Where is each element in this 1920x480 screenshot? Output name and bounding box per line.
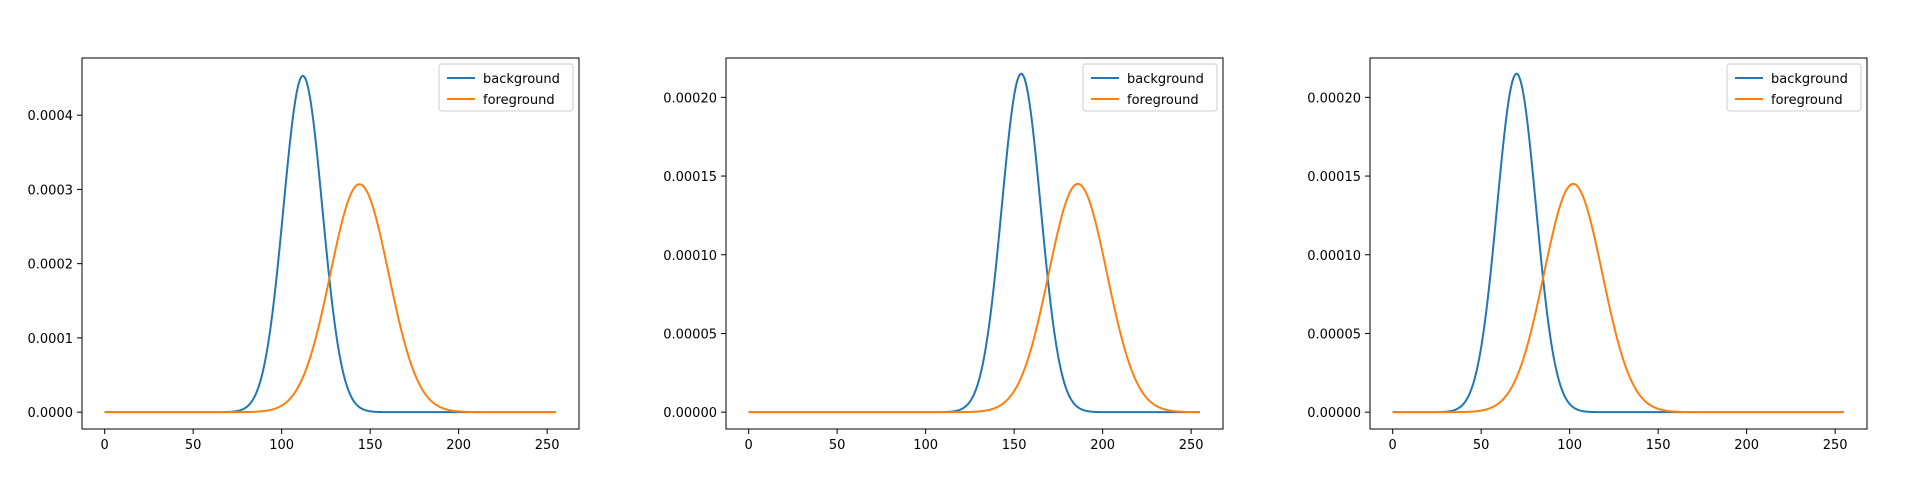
x-tick-label: 50 (185, 438, 202, 453)
x-tick-label: 150 (1002, 438, 1027, 453)
y-tick-label: 0.00005 (1307, 327, 1361, 342)
x-tick-label: 0 (745, 438, 753, 453)
x-tick-label: 200 (446, 438, 471, 453)
x-tick-label: 0 (101, 438, 109, 453)
series-line-background (748, 72, 1200, 414)
x-tick-label: 250 (1179, 438, 1204, 453)
x-tick-label: 250 (1823, 438, 1848, 453)
x-tick-label: 150 (358, 438, 383, 453)
legend: background foreground (438, 63, 574, 112)
legend-label-foreground: foreground (483, 93, 555, 108)
legend-label-background: background (1127, 72, 1204, 87)
y-tick-label: 0.00000 (663, 406, 717, 421)
chart-panel-2: 0 50 100 150 200 250 0.00000 0.00005 0.00010 0.00… (663, 57, 1224, 453)
legend: background foreground (1726, 63, 1862, 112)
y-tick-label: 0.00010 (1307, 249, 1361, 264)
chart-panel-1: 0 50 100 150 200 250 0.0000 0.0001 0.0002 0.0003 0… (28, 57, 580, 453)
series-line-foreground (104, 183, 556, 414)
x-tick-label: 200 (1734, 438, 1759, 453)
series-line-background (1392, 72, 1844, 414)
legend-label-background: background (1771, 72, 1848, 87)
legend-label-background: background (483, 72, 560, 87)
legend-label-foreground: foreground (1127, 93, 1199, 108)
series-line-foreground (748, 182, 1200, 414)
y-tick-label: 0.0001 (28, 332, 74, 347)
legend-label-foreground: foreground (1771, 93, 1843, 108)
x-tick-label: 100 (269, 438, 294, 453)
x-tick-label: 0 (1389, 438, 1397, 453)
y-tick-label: 0.00005 (663, 327, 717, 342)
x-tick-label: 200 (1090, 438, 1115, 453)
x-tick-label: 100 (913, 438, 938, 453)
y-tick-label: 0.0003 (28, 183, 74, 198)
x-tick-label: 100 (1557, 438, 1582, 453)
y-tick-label: 0.00015 (663, 170, 717, 185)
chart-panel-3: 0 50 100 150 200 250 0.00000 0.00005 0.00010 0.00… (1307, 57, 1868, 453)
y-tick-label: 0.00000 (1307, 406, 1361, 421)
x-tick-label: 50 (829, 438, 846, 453)
axes-frame (81, 57, 580, 430)
x-tick-label: 50 (1473, 438, 1490, 453)
y-tick-label: 0.00015 (1307, 170, 1361, 185)
axes-frame (725, 57, 1224, 430)
series-line-foreground (1392, 182, 1844, 414)
y-tick-label: 0.00010 (663, 249, 717, 264)
y-tick-label: 0.00020 (1307, 91, 1361, 106)
y-tick-label: 0.0004 (28, 109, 74, 124)
x-tick-label: 250 (535, 438, 560, 453)
x-tick-label: 150 (1646, 438, 1671, 453)
legend: background foreground (1082, 63, 1218, 112)
y-tick-label: 0.0000 (28, 406, 74, 421)
series-line-background (104, 74, 556, 414)
y-tick-label: 0.00020 (663, 91, 717, 106)
axes-frame (1369, 57, 1868, 430)
y-tick-label: 0.0002 (28, 258, 74, 273)
